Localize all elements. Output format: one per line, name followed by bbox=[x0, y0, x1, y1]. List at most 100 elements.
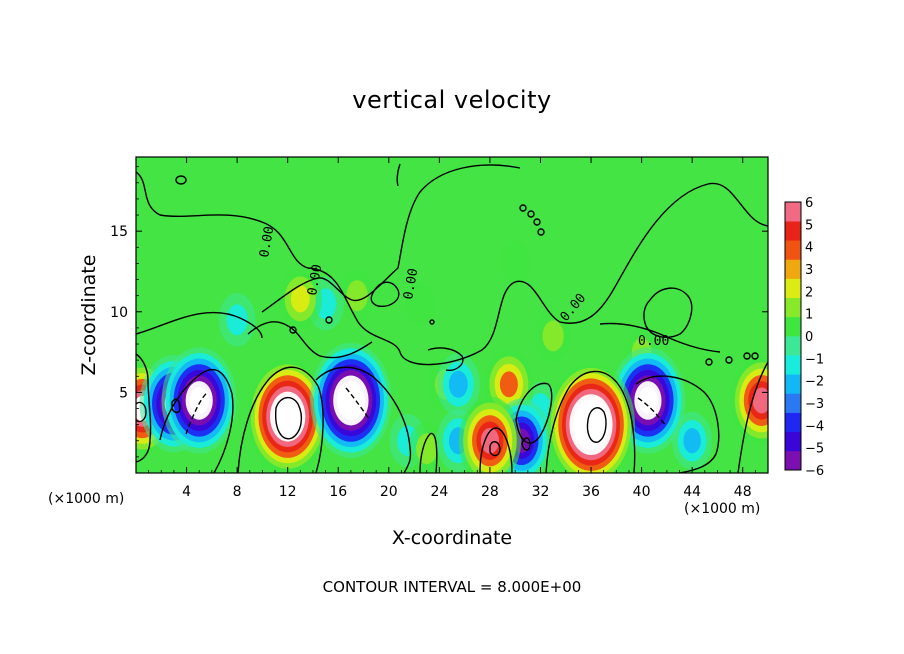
zero-contour bbox=[545, 370, 636, 473]
colorbar-swatch bbox=[785, 278, 801, 299]
y-tick-label: 15 bbox=[110, 224, 128, 240]
colorbar-tick-label: 6 bbox=[805, 196, 813, 211]
colorbar-swatch bbox=[785, 202, 801, 222]
velocity-cell bbox=[340, 386, 361, 415]
zero-contour bbox=[370, 281, 400, 307]
x-unit-label-left: (×1000 m) bbox=[48, 491, 125, 507]
colorbar-tick-label: 5 bbox=[805, 218, 813, 233]
zero-contour bbox=[643, 287, 693, 338]
colorbar: 6 5 4 3 2 1 0 −1 −2 −3 −4 −5 −6 bbox=[784, 196, 824, 479]
zero-contour bbox=[396, 163, 401, 187]
zero-contour bbox=[289, 316, 435, 334]
colorbar-swatch bbox=[785, 221, 801, 241]
zero-contours bbox=[136, 163, 768, 473]
x-tick-label: 40 bbox=[633, 484, 651, 500]
velocity-cell bbox=[346, 280, 368, 312]
velocity-cell bbox=[752, 387, 768, 414]
x-tick-label: 36 bbox=[582, 484, 600, 500]
contour-label: 0.00 bbox=[638, 334, 669, 349]
zero-contour bbox=[237, 366, 324, 473]
inner-contour bbox=[489, 441, 501, 457]
zero-contour bbox=[136, 353, 152, 463]
zero-contour bbox=[315, 366, 412, 473]
x-tick-label: 8 bbox=[233, 484, 242, 500]
y-axis-label: Z-coordinate bbox=[78, 254, 100, 376]
y-tick-label: 5 bbox=[119, 385, 128, 401]
x-tick-label: 28 bbox=[481, 484, 499, 500]
colorbar-swatch bbox=[785, 259, 801, 279]
inner-contour bbox=[136, 401, 147, 423]
inner-contour bbox=[345, 387, 371, 421]
velocity-cell bbox=[226, 304, 248, 336]
colorbar-tick-label: −2 bbox=[805, 375, 824, 390]
x-tick-label: 16 bbox=[329, 484, 347, 500]
x-tick-label: 24 bbox=[430, 484, 448, 500]
colorbar-tick-label: −3 bbox=[805, 397, 824, 412]
contour-label: 0.00 bbox=[257, 225, 277, 258]
contour-interval-note: CONTOUR INTERVAL = 8.000E+00 bbox=[322, 578, 582, 596]
velocity-cell bbox=[480, 427, 500, 454]
zero-contour bbox=[705, 352, 759, 366]
x-tick-label: 32 bbox=[532, 484, 550, 500]
colorbar-tick-label: 1 bbox=[805, 308, 813, 323]
velocity-cell bbox=[448, 370, 468, 398]
zero-contour bbox=[427, 347, 464, 371]
velocity-cell bbox=[405, 281, 436, 327]
velocity-cell bbox=[189, 386, 209, 415]
zero-contour bbox=[737, 361, 768, 473]
x-tick-label: 44 bbox=[683, 484, 701, 500]
inner-contour bbox=[185, 391, 209, 435]
colorbar-tick-label: −4 bbox=[805, 419, 824, 434]
velocity-cell bbox=[290, 285, 310, 313]
colorbar-frame bbox=[784, 201, 802, 471]
y-tick-label: 10 bbox=[110, 305, 128, 321]
inner-contour bbox=[275, 397, 303, 440]
x-tick-label: 4 bbox=[182, 484, 191, 500]
colorbar-tick-label: −1 bbox=[805, 352, 824, 367]
zero-contour bbox=[175, 175, 187, 185]
colorbar-tick-label: 3 bbox=[805, 263, 813, 278]
x-tick-label: 12 bbox=[279, 484, 297, 500]
zero-contour bbox=[247, 321, 373, 359]
colorbar-swatch bbox=[785, 240, 801, 260]
colorbar-tick-label: 4 bbox=[805, 241, 813, 256]
velocity-cell bbox=[683, 428, 701, 454]
velocity-cell bbox=[638, 386, 658, 415]
colorbar-tick-label: 0 bbox=[805, 330, 813, 345]
colorbar-swatch bbox=[785, 297, 801, 318]
colorbar-tick-label: −6 bbox=[805, 464, 824, 479]
chart-title: vertical velocity bbox=[352, 86, 552, 114]
zero-contour bbox=[136, 311, 263, 339]
inner-contour bbox=[637, 397, 667, 427]
zero-contour bbox=[419, 432, 438, 473]
colorbar-swatch bbox=[785, 431, 801, 452]
zero-contour bbox=[515, 382, 553, 444]
zero-contour bbox=[635, 375, 720, 473]
contour-label: 0.00 bbox=[401, 267, 421, 300]
contour-label: 0.00 bbox=[305, 263, 325, 296]
colorbar-swatch bbox=[785, 412, 801, 433]
inner-contour bbox=[586, 407, 607, 443]
x-tick-label: 20 bbox=[380, 484, 398, 500]
velocity-field bbox=[136, 241, 768, 473]
zero-contour bbox=[261, 164, 521, 313]
colorbar-swatch bbox=[785, 355, 801, 375]
inner-contour bbox=[521, 437, 531, 451]
colorbar-swatch bbox=[785, 316, 801, 337]
velocity-cell bbox=[277, 402, 298, 431]
velocity-cell bbox=[500, 241, 531, 286]
x-tick-label: 48 bbox=[734, 484, 752, 500]
zero-contour bbox=[519, 204, 545, 236]
colorbar-tick-label: 2 bbox=[805, 285, 813, 300]
velocity-cell bbox=[499, 371, 518, 398]
zero-contour bbox=[136, 171, 768, 366]
velocity-cell bbox=[580, 410, 602, 440]
zero-contour bbox=[479, 427, 513, 473]
colorbar-swatch bbox=[785, 393, 801, 413]
inner-contour bbox=[171, 398, 181, 414]
x-unit-label-right: (×1000 m) bbox=[684, 501, 761, 517]
x-axis-label: X-coordinate bbox=[391, 527, 513, 549]
zero-contour bbox=[599, 322, 721, 353]
